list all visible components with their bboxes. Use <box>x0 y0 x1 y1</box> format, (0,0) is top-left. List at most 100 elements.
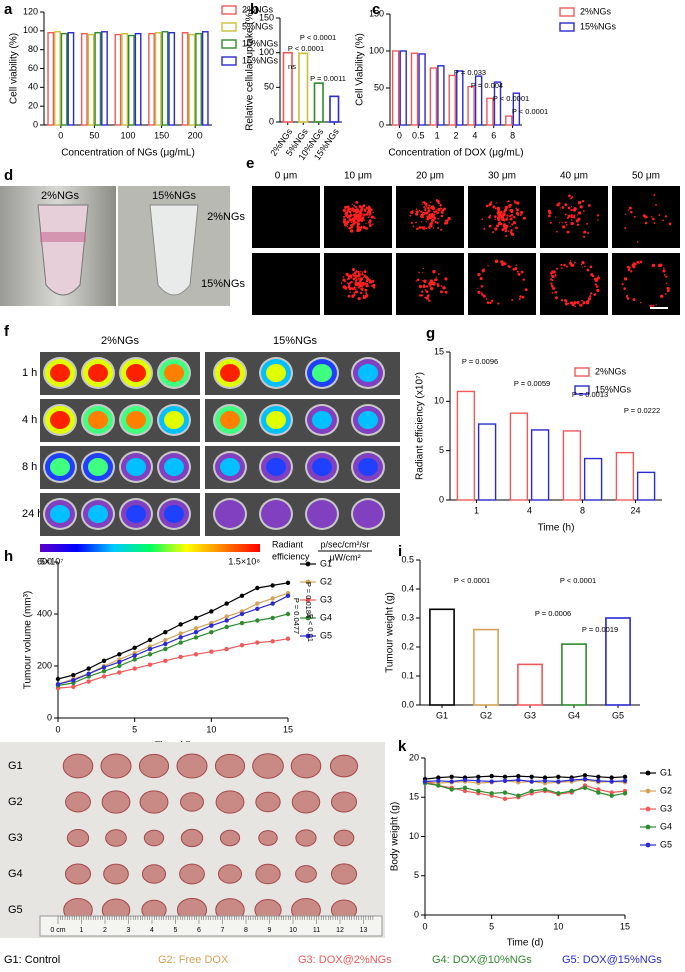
point <box>224 624 229 630</box>
y-tick-label: 5 <box>439 445 444 455</box>
spot <box>342 278 346 282</box>
spot <box>356 216 360 219</box>
spot <box>580 207 583 209</box>
spot <box>415 212 419 216</box>
y-tick-label: 15 <box>409 792 419 802</box>
column-label: 0 μm <box>275 171 297 182</box>
bar <box>101 31 108 126</box>
row-label: 1 h <box>22 367 37 379</box>
spot <box>666 286 670 291</box>
row-label: G2 <box>8 796 23 808</box>
point <box>569 788 574 794</box>
y-tick-label: 0 <box>414 909 419 919</box>
spot <box>346 208 350 213</box>
series-line <box>57 638 289 689</box>
spot <box>660 294 664 298</box>
spot <box>551 291 554 294</box>
point <box>542 787 548 792</box>
spot <box>570 205 573 208</box>
spot <box>437 273 440 275</box>
column-label: 50 μm <box>632 171 660 182</box>
legend-swatch <box>221 22 237 32</box>
signal <box>220 411 240 429</box>
point <box>516 777 521 783</box>
signal <box>312 505 332 523</box>
panel-letter: c <box>372 1 380 18</box>
point <box>609 793 614 798</box>
spot <box>358 286 361 289</box>
row-label: G5 <box>8 904 23 916</box>
tumour <box>103 863 129 885</box>
spot <box>352 287 355 289</box>
bar <box>456 390 476 501</box>
x-tick-label: 0 <box>58 130 63 140</box>
bar <box>121 32 129 126</box>
spot <box>422 285 426 289</box>
spot <box>349 291 351 293</box>
tumour <box>64 863 92 885</box>
spot <box>582 302 585 305</box>
spot <box>349 274 353 278</box>
x-tick-label: G1 <box>436 710 448 720</box>
bar <box>456 70 464 126</box>
spot <box>348 218 352 222</box>
x-tick-label: 0 <box>422 921 427 931</box>
spot <box>424 207 427 210</box>
spot <box>342 275 345 278</box>
spot <box>354 215 357 217</box>
legend-swatch <box>305 561 311 567</box>
point <box>462 777 468 783</box>
legend-label: G2 <box>320 576 332 586</box>
spot <box>429 201 432 203</box>
spot <box>354 274 358 277</box>
spot <box>363 283 366 286</box>
spot <box>350 221 353 223</box>
spot <box>515 207 518 209</box>
spot <box>632 262 636 266</box>
x-tick-label: 200 <box>188 130 203 140</box>
signal <box>126 364 146 382</box>
spot <box>412 209 414 212</box>
point <box>55 676 61 682</box>
bar <box>493 81 502 126</box>
spot <box>581 299 584 302</box>
spot <box>482 294 486 298</box>
point <box>596 790 601 795</box>
spot <box>548 211 552 215</box>
ruler-label: 2 <box>103 927 107 934</box>
spot <box>355 278 358 281</box>
bar <box>474 75 483 126</box>
point <box>449 774 454 780</box>
spot <box>353 220 356 223</box>
spot <box>440 207 442 210</box>
point <box>556 791 561 796</box>
annotation: P = 0.0013 <box>572 390 608 399</box>
spot <box>409 214 412 217</box>
tumour <box>329 754 359 778</box>
spot <box>573 207 577 211</box>
spot <box>426 218 428 221</box>
ruler-label: 13 <box>360 927 368 934</box>
legend-swatch <box>221 39 237 49</box>
legend-label: G4 <box>320 612 332 622</box>
spot <box>589 265 593 269</box>
color-scale <box>40 544 260 552</box>
spot <box>587 204 591 207</box>
spot <box>348 210 352 214</box>
spot <box>372 211 375 214</box>
spot <box>355 210 359 214</box>
signal <box>266 411 286 429</box>
spot <box>583 230 587 234</box>
point <box>209 623 214 628</box>
spot <box>363 215 365 217</box>
bar <box>80 32 88 126</box>
bar <box>561 643 587 706</box>
annotation: P = 0.0011 <box>310 74 346 83</box>
spot <box>547 214 551 218</box>
spot <box>481 218 484 221</box>
y-tick-label: 0 <box>47 712 52 722</box>
spot <box>430 205 435 209</box>
y-tick-label: 20 <box>28 101 38 111</box>
spot <box>639 301 642 304</box>
spot <box>506 216 509 219</box>
